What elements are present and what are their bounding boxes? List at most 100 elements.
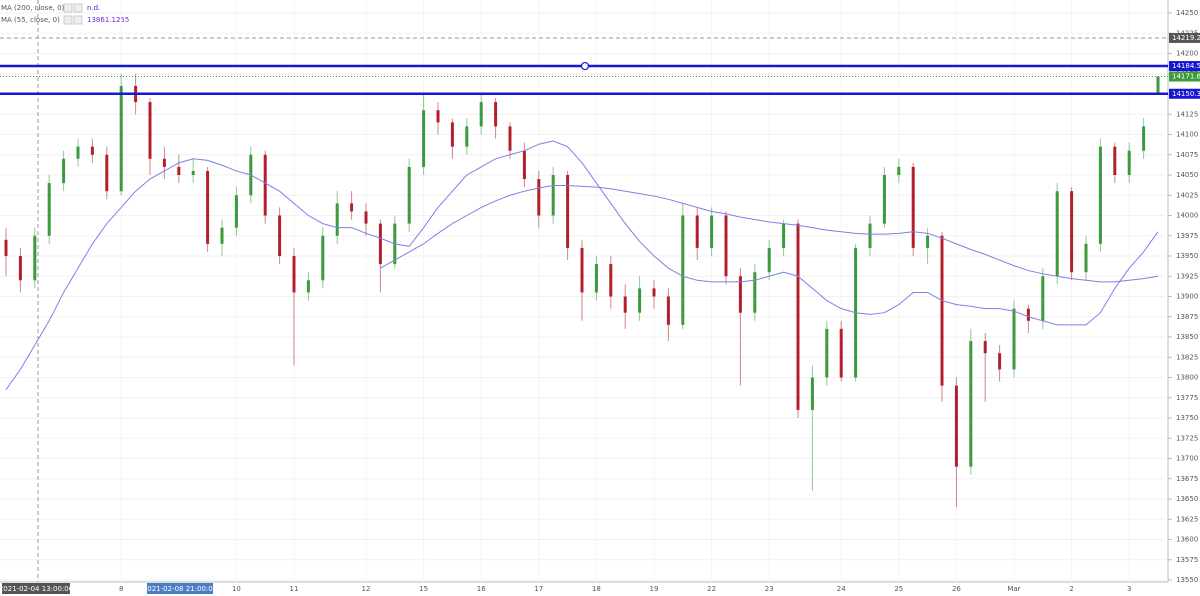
candle-body (998, 353, 1002, 370)
price-axis: 13550 13575 13600 13625 13650 13675 13700 13725… (1168, 9, 1200, 584)
candle-body (436, 110, 440, 123)
candle-body (177, 166, 181, 175)
level-label-bg (1169, 61, 1200, 72)
candle-body (33, 235, 37, 281)
candle-body (508, 126, 512, 151)
candle-body (450, 122, 454, 147)
candle-body (782, 223, 786, 248)
candle-body (191, 170, 195, 175)
level-label-bg (1169, 88, 1200, 99)
y-tick-label: 14050 (1176, 171, 1198, 179)
y-tick-label: 13750 (1176, 414, 1198, 422)
candle-body (1098, 146, 1102, 244)
crosshair-time-bg (2, 583, 70, 594)
legend: MA (200, close, 0) n.d. MA (55, close, 0… (1, 3, 129, 25)
candle-body (47, 183, 51, 236)
candle-body (566, 175, 570, 248)
candle-body (119, 85, 123, 192)
candle-body (767, 247, 771, 273)
selected-time-bg (147, 583, 213, 594)
candle-body (494, 102, 498, 127)
candle-body (753, 272, 757, 313)
x-tick-label: 10 (232, 585, 241, 593)
candle-body (148, 102, 152, 159)
x-tick-label: 16 (477, 585, 486, 593)
candle-body (105, 154, 109, 192)
candle-body (609, 264, 613, 297)
candle-body (810, 377, 814, 410)
level-handle[interactable] (580, 61, 590, 71)
candle-body (90, 146, 94, 155)
crosshair-price-label-bg (1169, 32, 1200, 43)
candle-body (652, 288, 656, 297)
x-tick-label: 2 (1069, 585, 1073, 593)
x-tick-label: 11 (290, 585, 299, 593)
candle-body (4, 239, 8, 256)
y-tick-label: 13675 (1176, 475, 1198, 483)
candle-body (594, 264, 598, 293)
candle-body (306, 280, 310, 293)
ma-line (380, 185, 1159, 283)
candle-body (422, 110, 426, 167)
candle-body (206, 170, 210, 244)
candle-body (1041, 276, 1045, 321)
candle-body (839, 328, 843, 378)
y-tick-label: 13625 (1176, 515, 1198, 523)
x-tick-label: 22 (707, 585, 716, 593)
last-price-label: 14171.6 (1172, 73, 1200, 81)
candle-body (983, 341, 987, 354)
candle-body (1084, 243, 1088, 273)
x-tick-label: 8 (119, 585, 123, 593)
y-tick-label: 13800 (1176, 374, 1198, 382)
y-tick-label: 14100 (1176, 131, 1198, 139)
y-tick-label: 13775 (1176, 394, 1198, 402)
candle-body (537, 179, 541, 216)
candle-body (897, 166, 901, 175)
plot (0, 0, 1168, 582)
candle-body (926, 235, 930, 248)
x-tick-label: 19 (650, 585, 659, 593)
y-tick-label: 13700 (1176, 455, 1198, 463)
legend-icon[interactable] (63, 15, 73, 25)
candle-body (162, 158, 166, 167)
candle-body (681, 215, 685, 325)
x-tick-label: 15 (419, 585, 428, 593)
legend-icon[interactable] (63, 3, 73, 13)
candle-body (335, 203, 339, 236)
ma-line (5, 140, 1159, 390)
last-price-label-bg (1169, 71, 1200, 82)
candle-body (638, 288, 642, 313)
candle-body (969, 341, 973, 467)
candle-body (954, 385, 958, 467)
candle-body (1070, 191, 1074, 273)
legend-close[interactable] (73, 3, 83, 13)
candle-body (1012, 308, 1016, 370)
candle-body (825, 328, 829, 378)
candle-body (1142, 126, 1146, 151)
x-tick-label: 26 (952, 585, 961, 593)
crosshair-time-label: 2021-02-04 13:00:00 (0, 585, 73, 593)
y-tick-label: 13825 (1176, 353, 1198, 361)
y-tick-label: 14200 (1176, 50, 1198, 58)
y-tick-label: 13875 (1176, 313, 1198, 321)
candle-body (321, 235, 325, 281)
candle-body (868, 223, 872, 248)
legend-name: MA (200, close, 0) (1, 4, 65, 12)
level-label: 14184.5 (1172, 62, 1200, 70)
candle-body (378, 223, 382, 265)
candle-body (465, 126, 469, 147)
y-tick-label: 13575 (1176, 556, 1198, 564)
y-tick-label: 13725 (1176, 434, 1198, 442)
crosshair-price-label: 14219.2 (1172, 34, 1200, 42)
y-tick-label: 13650 (1176, 495, 1198, 503)
legend-close[interactable] (73, 15, 83, 25)
legend-value: 13861.1255 (87, 16, 129, 24)
y-tick-label: 14250 (1176, 9, 1198, 17)
candle-body (292, 256, 296, 293)
y-tick-label: 13925 (1176, 272, 1198, 280)
y-tick-label: 13950 (1176, 252, 1198, 260)
candle-body (76, 146, 80, 159)
candle-body (1026, 308, 1030, 321)
candle-body (1127, 150, 1131, 175)
selected-time-label: 2021-02-08 21:00:00 (143, 585, 217, 593)
